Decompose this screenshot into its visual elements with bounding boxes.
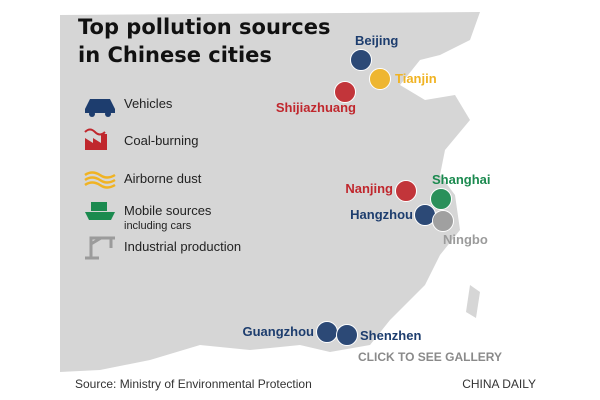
dust-icon [84,176,116,184]
city-label: Beijing [355,33,398,48]
legend-label: Mobile sources [124,203,212,218]
city-dot [316,321,338,343]
title-line: Top pollution sources [78,15,330,39]
dust-icon [84,181,116,189]
factory-icon [85,134,107,150]
city-label: Shenzhen [360,328,421,343]
wheel [89,111,95,117]
dust-icon [84,171,116,179]
city-label: Shanghai [432,172,491,187]
city-dot [430,188,452,210]
city-dot [369,68,391,90]
legend-label: Coal-burning [124,133,198,148]
source: Source: Ministry of Environmental Protec… [75,377,312,391]
city-dot [334,81,356,103]
city-label: Guangzhou [243,324,315,339]
legend-label: Vehicles [124,96,173,111]
credit: CHINA DAILY [462,377,536,391]
city-dot [350,49,372,71]
smoke [84,128,106,136]
city-dot [432,210,454,232]
city-label: Tianjin [395,71,437,86]
crane-icon [85,236,115,260]
city-label: Ningbo [443,232,488,247]
legend-sublabel: including cars [124,220,192,232]
map-island [466,285,480,318]
city-dot [395,180,417,202]
map-land [60,12,480,372]
title-line: in Chinese cities [78,43,272,67]
vehicle-icon [85,99,115,113]
ship-icon [85,212,115,220]
city-label: Hangzhou [350,207,413,222]
wheel [105,111,111,117]
ship-cargo [91,202,107,211]
gallery-link[interactable]: CLICK TO SEE GALLERY [358,350,502,364]
city-dot [336,324,358,346]
city-label: Nanjing [345,181,393,196]
legend-label: Airborne dust [124,171,202,186]
legend-label: Industrial production [124,239,241,254]
city-label: Shijiazhuang [276,100,356,115]
